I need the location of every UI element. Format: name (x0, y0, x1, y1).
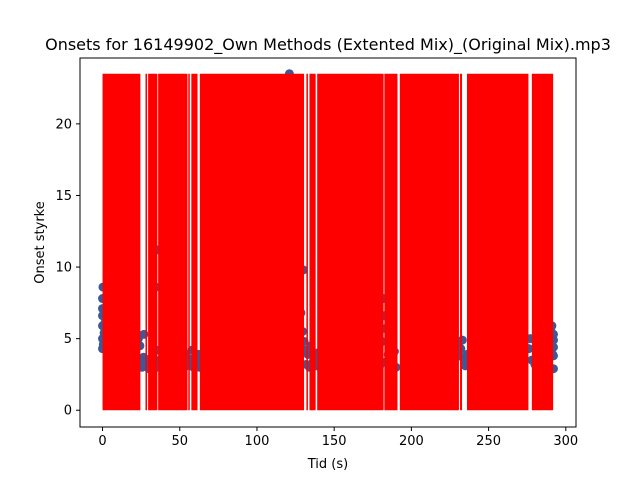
y-axis-label: Onset styrke (33, 201, 48, 283)
axes-frame (79, 57, 577, 428)
onset-marker (317, 73, 384, 411)
x-tick-label: 150 (322, 434, 347, 449)
onset-marker (158, 73, 188, 411)
onset-marker (102, 73, 141, 411)
onset-marker (148, 73, 158, 411)
onset-marker (306, 73, 308, 411)
x-tick-label: 200 (399, 434, 424, 449)
onset-point (139, 329, 149, 339)
onset-marker (460, 73, 463, 411)
x-axis: 0 50 100 150 200 250 300 (98, 427, 578, 449)
y-tick-label: 15 (55, 189, 72, 204)
onset-marker (384, 73, 398, 411)
onset-marker (145, 73, 148, 411)
onset-marker (199, 73, 305, 411)
onset-marker (399, 73, 459, 411)
onset-marker (188, 73, 190, 411)
y-tick-label: 20 (55, 117, 72, 132)
x-tick-label: 300 (553, 434, 578, 449)
y-axis: 0 5 10 15 20 (55, 117, 80, 419)
onset-marker (191, 73, 198, 411)
x-tick-label: 250 (476, 434, 501, 449)
x-tick-label: 100 (245, 434, 270, 449)
onset-marker (466, 73, 529, 411)
y-tick-label: 0 (64, 404, 72, 419)
y-tick-label: 5 (64, 332, 72, 347)
x-tick-label: 0 (98, 434, 106, 449)
chart-title: Onsets for 16149902_Own Methods (Extente… (45, 35, 611, 55)
onset-marker (531, 73, 554, 411)
onset-marker (309, 73, 316, 411)
onset-point (457, 335, 467, 345)
plot-area (98, 69, 558, 411)
y-tick-label: 10 (55, 261, 72, 276)
x-axis-label: Tid (s) (307, 457, 348, 472)
x-tick-label: 50 (171, 434, 188, 449)
